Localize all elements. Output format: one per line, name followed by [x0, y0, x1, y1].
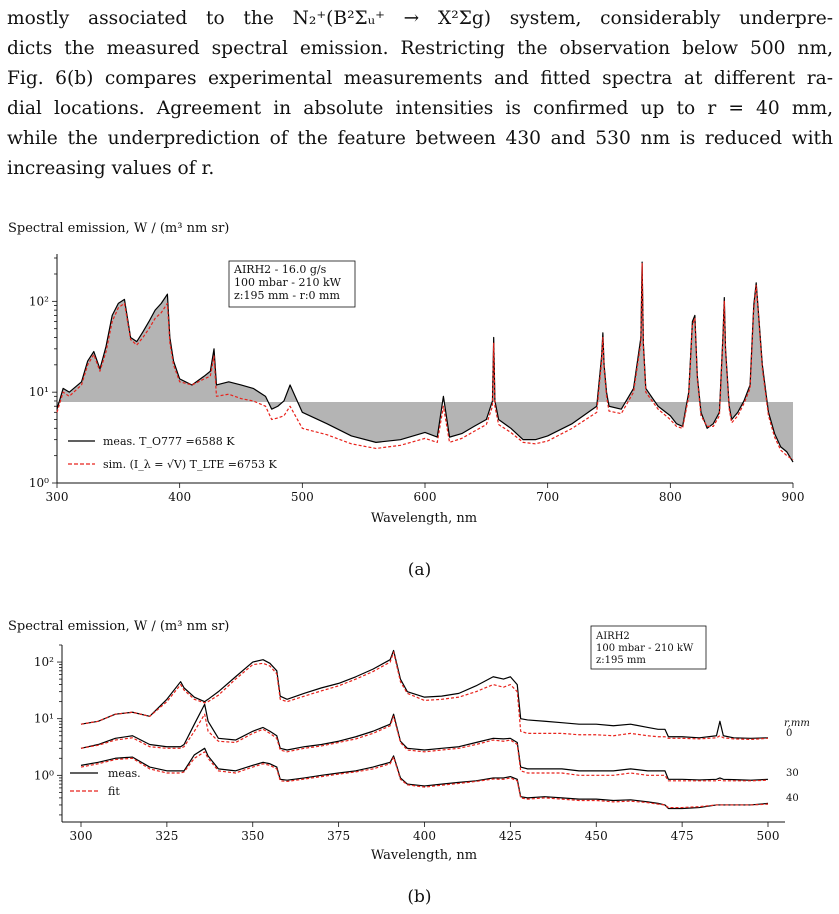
- figure-b-legend: meas. fit: [70, 767, 141, 798]
- legend-label: sim. (I_λ = √V) T_LTE =6753 K: [103, 458, 277, 471]
- x-tick-label: 400: [168, 490, 191, 504]
- x-tick-label: 900: [782, 490, 805, 504]
- x-tick-label: 350: [241, 829, 264, 843]
- figure-a-plot-area: 10⁰ 10¹ 10² 300 400 500 600 700 800 900: [29, 254, 805, 504]
- condition-line: AIRH2 - 16.0 g/s: [233, 263, 327, 276]
- figure-b-chart: Spectral emission, W / (m³ nm sr) 10⁰ 10¹…: [8, 619, 810, 863]
- figure-b-ylabel: Spectral emission, W / (m³ nm sr): [8, 619, 229, 634]
- x-tick-label: 375: [327, 829, 350, 843]
- figure-b-condition-box: AIRH2 100 mbar - 210 kW z:195 mm: [590, 625, 707, 670]
- condition-line: 100 mbar - 210 kW: [234, 276, 342, 289]
- legend-label: meas. T_O777 =6588 K: [103, 435, 235, 448]
- x-tick-label: 325: [155, 829, 178, 843]
- x-tick-label: 700: [536, 490, 559, 504]
- x-tick-label: 500: [291, 490, 314, 504]
- figure-b-radial-labels: r,mm 0 30 40: [784, 718, 810, 804]
- shaded-area: [57, 262, 793, 463]
- x-tick-label: 425: [499, 829, 522, 843]
- paragraph-line: mostly associated to the N₂⁺(B²Σᵤ⁺ → X²Σ…: [7, 8, 833, 29]
- body-paragraph: mostly associated to the N₂⁺(B²Σᵤ⁺ → X²Σ…: [7, 4, 833, 184]
- paragraph-line: while the underprediction of the feature…: [7, 128, 833, 149]
- y-tick-label: 10⁰: [34, 768, 54, 782]
- measured-line: [80, 703, 769, 781]
- x-tick-label: 475: [671, 829, 694, 843]
- radial-label: 40: [786, 793, 799, 804]
- x-tick-label: 300: [70, 829, 93, 843]
- x-tick-label: 800: [659, 490, 682, 504]
- y-tick-label: 10⁰: [29, 476, 49, 490]
- y-tick-label: 10²: [29, 294, 49, 308]
- x-tick-label: 300: [46, 490, 69, 504]
- condition-line: AIRH2: [595, 631, 630, 642]
- figure-a-chart: Spectral emission, W / (m³ nm sr) 10⁰ 10¹…: [8, 221, 805, 526]
- simulated-line: [56, 263, 794, 461]
- paragraph-line: Fig. 6(b) compares experimental measurem…: [7, 68, 833, 89]
- paragraph-line: dicts the measured spectral emission. Re…: [7, 38, 833, 59]
- y-tick-label: 10¹: [34, 712, 54, 726]
- figure-a-legend: meas. T_O777 =6588 K sim. (I_λ = √V) T_L…: [68, 435, 277, 471]
- figure-a-caption: (a): [407, 560, 432, 580]
- x-tick-label: 450: [585, 829, 608, 843]
- x-tick-label: 500: [757, 829, 780, 843]
- figure-b-caption: (b): [407, 887, 432, 907]
- measured-line: [80, 747, 769, 810]
- figure-a-xlabel: Wavelength, nm: [371, 511, 477, 526]
- condition-line: 100 mbar - 210 kW: [596, 643, 694, 654]
- condition-line: z:195 mm - r:0 mm: [234, 289, 340, 302]
- legend-label: fit: [108, 785, 120, 798]
- radial-label: 0: [786, 728, 792, 739]
- x-tick-label: 400: [413, 829, 436, 843]
- figure-b-xlabel: Wavelength, nm: [371, 848, 477, 863]
- condition-line: z:195 mm: [596, 655, 646, 666]
- y-tick-label: 10²: [34, 655, 54, 669]
- fit-line: [80, 751, 769, 809]
- fit-line: [80, 713, 769, 782]
- x-tick-label: 600: [414, 490, 437, 504]
- fit-line: [80, 651, 769, 741]
- figure-b-plot-area: 10⁰ 10¹ 10² 300 325 350 375 400 425 450 475 500: [34, 644, 785, 843]
- y-tick-label: 10¹: [29, 385, 49, 399]
- paragraph-line: increasing values of r.: [7, 158, 215, 179]
- figure-a-condition-box: AIRH2 - 16.0 g/s 100 mbar - 210 kW z:195…: [228, 260, 356, 308]
- legend-label: meas.: [108, 767, 141, 780]
- radial-header: r,mm: [784, 718, 810, 729]
- measured-line: [80, 649, 769, 739]
- paragraph-line: dial locations. Agreement in absolute in…: [7, 98, 833, 119]
- figure-a-ylabel: Spectral emission, W / (m³ nm sr): [8, 221, 229, 236]
- radial-label: 30: [786, 768, 799, 779]
